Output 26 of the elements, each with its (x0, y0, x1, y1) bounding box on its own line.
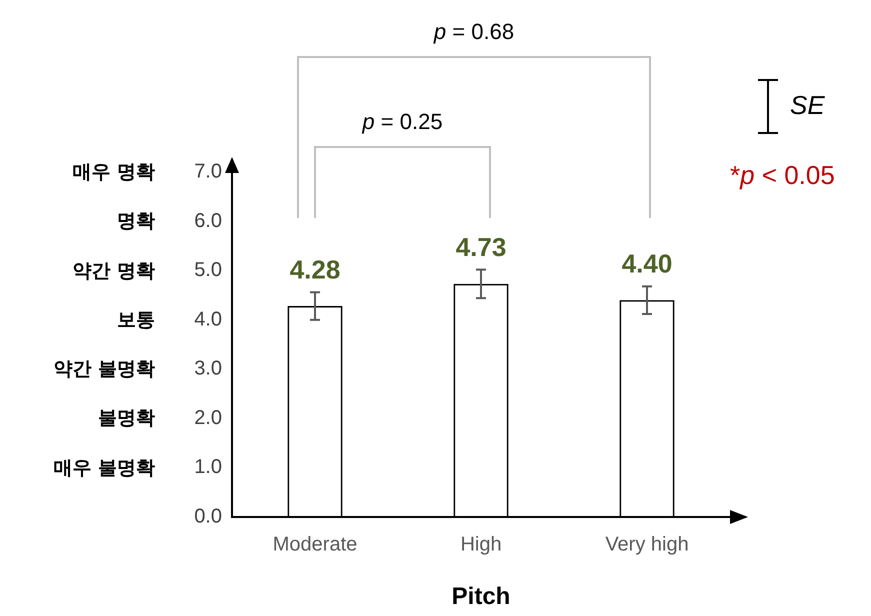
text: p = 0.25 (360, 109, 444, 135)
data-label: 4.28 (290, 254, 340, 284)
y-tick-label: 1.0 (194, 456, 222, 478)
annotation: *p < 0.05 (730, 160, 835, 191)
x-tick-label: High (460, 534, 502, 556)
data-label: 4.73 (456, 232, 506, 262)
x-axis-title: Pitch (452, 583, 510, 610)
text: 매우 명확 (72, 160, 155, 185)
text: 매우 불명확 (53, 456, 155, 481)
y-tick-label: 2.0 (194, 406, 222, 429)
y-tick-label: 0.0 (194, 506, 222, 528)
text: 약간 명확 (72, 258, 155, 284)
y-tick-label: 6.0 (194, 210, 222, 232)
text: SE (790, 90, 825, 121)
data-label: 4.40 (622, 248, 672, 279)
y-tick-label: 5.0 (194, 259, 222, 282)
text: p = 0.68 (432, 19, 516, 45)
y-tick-label: 4.0 (194, 308, 222, 330)
x-tick-label: Moderate (272, 534, 358, 556)
y-tick-label: 3.0 (194, 358, 222, 380)
text: 약간 불명확 (53, 357, 155, 382)
text: 보통 (117, 308, 155, 333)
text: 불명확 (98, 406, 155, 432)
text: 명확 (117, 209, 155, 234)
x-tick-label: Very high (605, 534, 689, 556)
y-tick-label: 7.0 (194, 160, 222, 183)
